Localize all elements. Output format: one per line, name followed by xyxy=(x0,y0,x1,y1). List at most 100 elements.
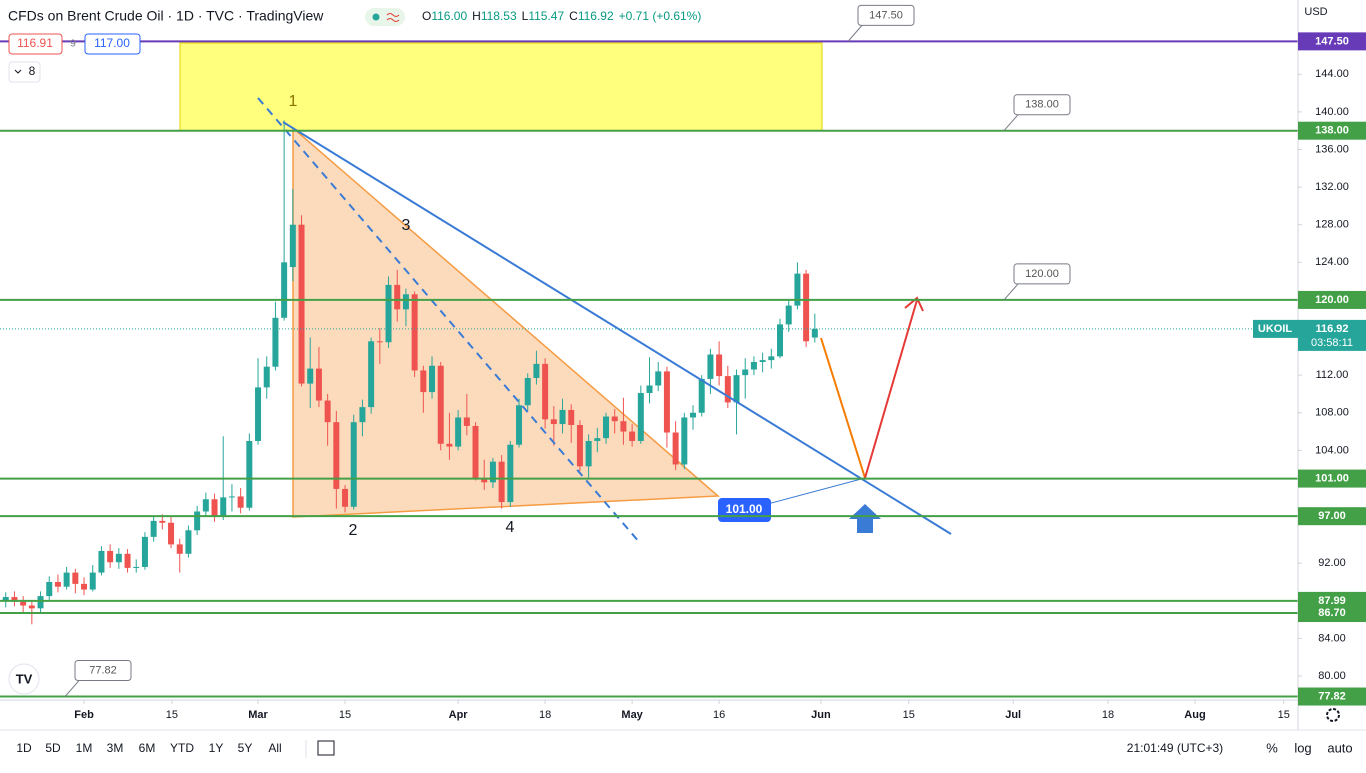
countdown: 03:58:11 xyxy=(1311,337,1353,349)
range-button[interactable]: 5D xyxy=(45,741,61,755)
x-tick-label: 16 xyxy=(713,709,725,721)
y-tick-label: 84.00 xyxy=(1318,632,1346,644)
range-button[interactable]: 1D xyxy=(16,741,32,755)
range-button[interactable]: 1Y xyxy=(209,741,224,755)
path-up xyxy=(864,299,918,479)
candle-body xyxy=(655,371,662,386)
candle-body xyxy=(281,262,288,318)
candle-body xyxy=(463,417,470,426)
candle-body xyxy=(237,496,244,508)
candle-body xyxy=(159,520,166,523)
x-tick-label: Mar xyxy=(248,709,268,721)
candle-body xyxy=(333,422,340,489)
y-tick-label: 80.00 xyxy=(1318,670,1346,682)
zone-rectangle xyxy=(179,42,823,132)
level-axis-label: 87.99 xyxy=(1318,595,1346,607)
candle-body xyxy=(803,273,810,342)
candle-body xyxy=(211,499,218,517)
candle-body xyxy=(411,294,418,371)
callout-label: 77.82 xyxy=(89,664,117,676)
candle-body xyxy=(394,284,401,310)
candle-body xyxy=(637,393,644,441)
candle-body xyxy=(785,305,792,325)
candle-body xyxy=(255,387,262,441)
level-axis-label: 101.00 xyxy=(1315,472,1349,484)
candle-body xyxy=(681,417,688,465)
candle-body xyxy=(672,432,679,465)
y-tick-label: 104.00 xyxy=(1315,444,1349,456)
candle-body xyxy=(228,496,235,498)
range-button[interactable]: YTD xyxy=(170,741,194,755)
candle-body xyxy=(20,601,27,606)
y-tick-label: 112.00 xyxy=(1316,369,1349,381)
level-axis-label: 77.82 xyxy=(1318,690,1346,702)
candle-body xyxy=(733,375,740,403)
wave-label: 1 xyxy=(289,93,298,110)
scale-button[interactable]: % xyxy=(1266,740,1278,755)
range-button[interactable]: 3M xyxy=(107,741,124,755)
wave-label: 4 xyxy=(506,519,515,536)
ohlc-value: 116.00 xyxy=(431,9,467,23)
spread: 9 xyxy=(70,39,76,50)
bid: 116.91 xyxy=(17,36,53,50)
candle-body xyxy=(368,341,375,408)
last-price-box xyxy=(1298,319,1366,351)
settings-icon[interactable] xyxy=(1326,708,1340,722)
candle-body xyxy=(768,356,775,361)
range-button[interactable]: 5Y xyxy=(238,741,253,755)
callout-box xyxy=(1013,263,1071,285)
ask-box[interactable] xyxy=(84,33,141,55)
candle-body xyxy=(620,421,627,432)
callout-pointer xyxy=(847,25,863,42)
status-pill[interactable] xyxy=(365,8,405,26)
indicators-toggle[interactable] xyxy=(8,61,41,83)
candle-body xyxy=(794,273,801,306)
toolbar: 1D 5D 1M 3M 6M YTD 1Y 5Y All% log auto xyxy=(16,740,1352,755)
axes: 80.00 84.00 92.00 104.00 108.00 112.00 124.00 1… xyxy=(74,32,1366,721)
path-down xyxy=(820,337,866,479)
target-label: 101.00 xyxy=(726,502,763,516)
callout-box xyxy=(74,660,132,682)
scale-button[interactable]: log xyxy=(1294,740,1311,755)
x-tick-label: Aug xyxy=(1184,709,1205,721)
candle-body xyxy=(646,385,653,394)
x-tick-label: 18 xyxy=(1102,709,1114,721)
candle-body xyxy=(176,544,183,554)
chart-title: CFDs on Brent Crude Oil · 1D · TVC · Tra… xyxy=(8,8,324,24)
last-price: 116.92 xyxy=(1315,323,1348,335)
ohlc-value: 116.92 xyxy=(578,9,614,23)
candle-body xyxy=(324,400,331,423)
clock[interactable]: 21:01:49 (UTC+3) xyxy=(1127,741,1223,755)
ask: 117.00 xyxy=(94,36,130,50)
range-button[interactable]: 1M xyxy=(76,741,93,755)
y-tick-label: 124.00 xyxy=(1315,256,1349,268)
range-button[interactable]: All xyxy=(268,741,281,755)
ohlc-key: L xyxy=(522,9,529,23)
y-tick-label: 132.00 xyxy=(1315,181,1349,193)
logo[interactable] xyxy=(8,663,40,695)
candle-body xyxy=(11,597,18,602)
candle-body xyxy=(576,424,583,467)
ohlc-key: O xyxy=(422,9,431,23)
wave-label: 3 xyxy=(402,217,411,234)
level-axis-label: 97.00 xyxy=(1318,510,1346,522)
wave-label: 2 xyxy=(349,522,358,539)
candle-body xyxy=(72,572,79,584)
range-button[interactable]: 6M xyxy=(139,741,156,755)
candle-body xyxy=(307,368,314,384)
bid-box[interactable] xyxy=(8,33,63,55)
date-range-icon[interactable] xyxy=(317,740,335,756)
candle-body xyxy=(777,324,784,357)
candle-body xyxy=(524,377,531,406)
candle-body xyxy=(289,224,296,268)
candle-body xyxy=(107,550,114,563)
candle-body xyxy=(150,520,157,537)
y-tick-label: 144.00 xyxy=(1315,68,1349,80)
scale-button[interactable]: auto xyxy=(1327,740,1352,755)
level-axis-label: 138.00 xyxy=(1315,125,1349,137)
candle-body xyxy=(707,354,714,379)
candle-body xyxy=(141,536,148,567)
candle-body xyxy=(359,407,366,423)
ohlc-value: 118.53 xyxy=(481,9,517,23)
